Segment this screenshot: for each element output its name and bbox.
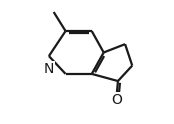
Text: N: N (44, 62, 54, 76)
Text: O: O (111, 93, 122, 107)
